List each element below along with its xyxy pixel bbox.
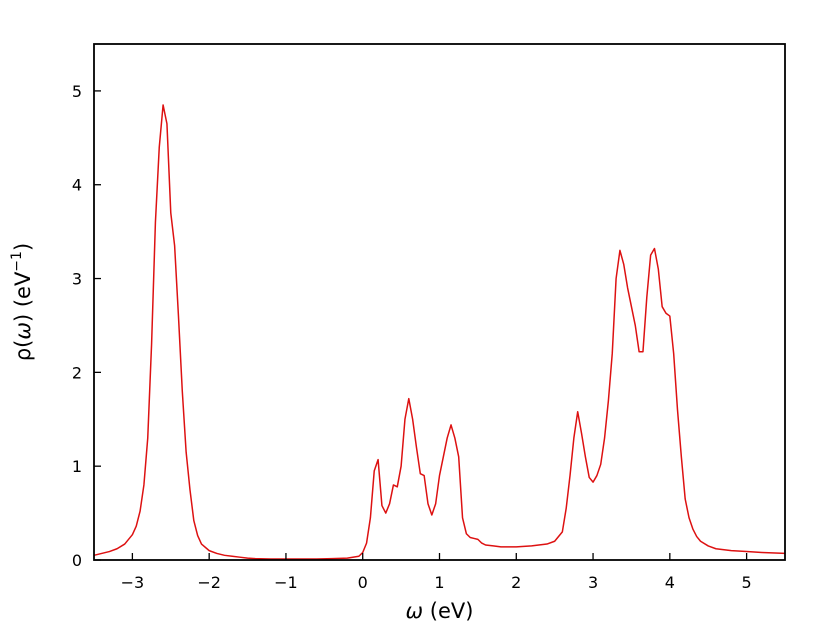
x-tick-label: 4 <box>665 573 675 592</box>
y-tick-label: 1 <box>72 457 82 476</box>
y-tick-label: 4 <box>72 176 82 195</box>
y-axis-label-symbol: ω <box>11 322 35 340</box>
x-tick-label: 2 <box>511 573 521 592</box>
x-tick-label: −2 <box>197 573 221 592</box>
y-tick-label: 2 <box>72 363 82 382</box>
x-tick-label: −3 <box>121 573 145 592</box>
x-axis-label-units: (eV) <box>423 599 473 623</box>
y-tick-label: 5 <box>72 82 82 101</box>
x-tick-label: 0 <box>358 573 368 592</box>
y-axis-label-middle: ) (eV <box>11 271 35 322</box>
x-axis-label-symbol: ω <box>406 599 424 623</box>
plot-frame <box>93 43 786 561</box>
y-axis-label: ρ(ω) (eV−1) <box>9 243 35 361</box>
y-axis-label-superscript: −1 <box>9 251 25 272</box>
x-tick-label: 3 <box>588 573 598 592</box>
y-tick-label: 3 <box>72 270 82 289</box>
dos-series-line <box>93 104 786 560</box>
x-tick-label: 1 <box>434 573 444 592</box>
y-axis-label-suffix: ) <box>11 243 35 251</box>
x-axis-label: ω (eV) <box>406 599 474 623</box>
x-tick-label: 5 <box>742 573 752 592</box>
plot-layer <box>93 104 786 560</box>
y-axis-label-prefix: ρ( <box>11 340 35 362</box>
x-tick-label: −1 <box>274 573 298 592</box>
y-tick-label: 0 <box>72 551 82 570</box>
ticks-layer: −3 −2 −1 0 1 2 3 4 5 0 1 2 3 4 5 <box>72 82 752 592</box>
